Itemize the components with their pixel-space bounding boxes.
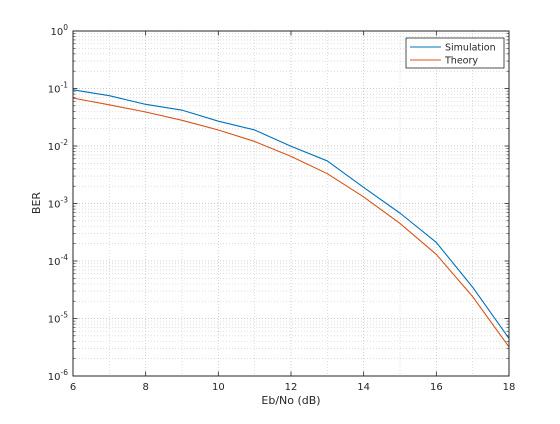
y-tick-label: 100 xyxy=(50,23,68,38)
legend: Simulation Theory xyxy=(405,37,505,69)
ticks-layer xyxy=(72,30,510,377)
major-grid xyxy=(73,31,509,376)
legend-label-theory: Theory xyxy=(444,56,478,67)
y-axis-label: BER xyxy=(30,192,43,214)
y-tick-labels: 100 10-1 10-2 10-3 10-4 10-5 10-6 xyxy=(48,23,68,383)
legend-box xyxy=(405,37,505,69)
y-tick-label: 10-3 xyxy=(48,196,68,211)
series-line-theory xyxy=(72,97,510,348)
x-tick-labels: 6 8 10 12 14 16 18 xyxy=(70,382,516,393)
series-line-simulation xyxy=(72,89,510,339)
legend-label-simulation: Simulation xyxy=(445,43,496,54)
x-tick-label: 18 xyxy=(503,382,516,393)
x-tick-label: 16 xyxy=(430,382,443,393)
x-axis-label: Eb/No (dB) xyxy=(261,394,320,407)
y-tick-label: 10-5 xyxy=(48,311,68,326)
series-layer xyxy=(72,89,510,348)
y-tick-label: 10-4 xyxy=(48,253,68,268)
x-tick-label: 12 xyxy=(285,382,298,393)
y-tick-label: 10-1 xyxy=(48,81,68,96)
x-tick-label: 8 xyxy=(142,382,148,393)
x-tick-label: 14 xyxy=(357,382,370,393)
y-tick-label: 10-6 xyxy=(48,368,68,383)
x-tick-label: 6 xyxy=(70,382,76,393)
x-tick-label: 10 xyxy=(212,382,225,393)
y-tick-label: 10-2 xyxy=(48,138,68,153)
